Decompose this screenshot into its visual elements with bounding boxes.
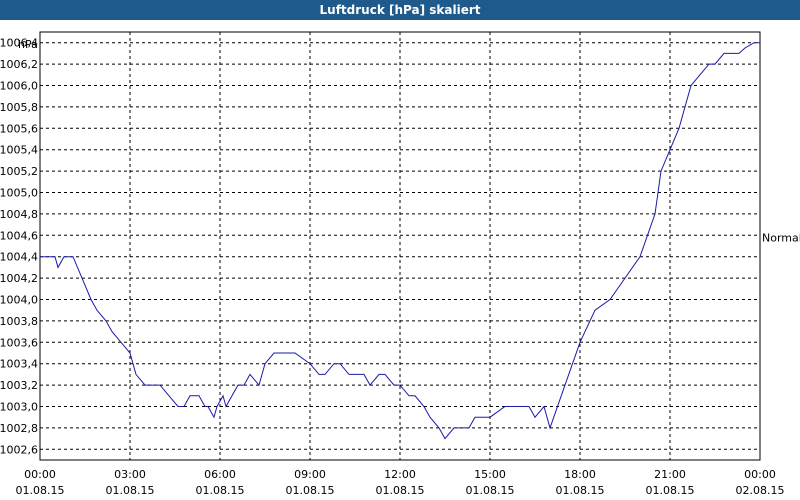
normal-reference-label: Normal [762,231,800,244]
plot-frame [39,31,761,461]
y-tick-label: 1005,8 [0,101,38,114]
y-tick-label: 1004,0 [0,294,38,307]
y-tick-label: 1006,4 [0,37,38,50]
y-tick-label: 1003,4 [0,358,38,371]
y-axis-ticks: 1002,6 1002,8 1003,0 1003,2 1003,4 1003,6 1003… [0,37,38,457]
y-tick-label: 1006,2 [0,58,38,71]
y-tick-label: 1006,0 [0,80,38,93]
x-axis-ticks: 00:00 01.08.15 03:00 01.08.15 06:00 01.08.15 0… [16,468,785,497]
x-tick-time-label: 15:00 [474,468,506,481]
y-tick-label: 1005,6 [0,122,38,135]
x-tick-time-label: 21:00 [654,468,686,481]
y-tick-label: 1003,8 [0,315,38,328]
x-tick-date-label: 01.08.15 [466,484,515,497]
x-tick-time-label: 00:00 [24,468,56,481]
y-axis-unit-label: hPa [18,38,38,51]
y-tick-label: 1005,4 [0,144,38,157]
y-tick-label: 1004,4 [0,251,38,264]
x-tick-date-label: 01.08.15 [376,484,425,497]
x-tick-date-label: 01.08.15 [196,484,245,497]
x-tick-time-label: 18:00 [564,468,596,481]
chart-title: Luftdruck [hPa] skaliert [0,0,800,20]
x-tick-date-label: 02.08.15 [736,484,785,497]
x-tick-time-label: 00:00 [744,468,776,481]
y-tick-label: 1004,2 [0,272,38,285]
y-tick-label: 1005,0 [0,187,38,200]
x-tick-time-label: 03:00 [114,468,146,481]
y-tick-label: 1005,2 [0,165,38,178]
pressure-series-line [40,42,760,440]
x-tick-date-label: 01.08.15 [646,484,695,497]
y-tick-label: 1002,6 [0,443,38,456]
x-tick-time-label: 12:00 [384,468,416,481]
y-tick-label: 1003,0 [0,401,38,414]
x-tick-date-label: 01.08.15 [16,484,65,497]
y-tick-label: 1003,6 [0,336,38,349]
x-tick-date-label: 01.08.15 [106,484,155,497]
x-tick-date-label: 01.08.15 [286,484,335,497]
y-tick-label: 1004,6 [0,229,38,242]
x-tick-date-label: 01.08.15 [556,484,605,497]
y-tick-label: 1002,8 [0,422,38,435]
grid [40,32,760,460]
y-tick-label: 1003,2 [0,379,38,392]
x-tick-time-label: 09:00 [294,468,326,481]
y-tick-label: 1004,8 [0,208,38,221]
x-tick-time-label: 06:00 [204,468,236,481]
